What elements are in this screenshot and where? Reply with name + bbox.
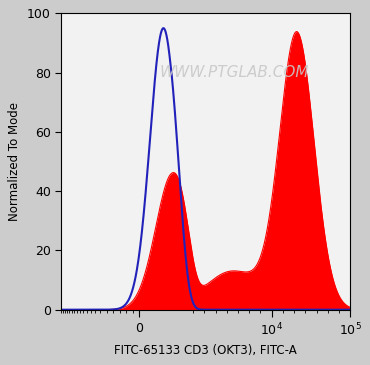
X-axis label: FITC-65133 CD3 (OKT3), FITC-A: FITC-65133 CD3 (OKT3), FITC-A xyxy=(114,344,297,357)
Y-axis label: Normalized To Mode: Normalized To Mode xyxy=(9,102,21,221)
Text: WWW.PTGLAB.COM: WWW.PTGLAB.COM xyxy=(160,65,309,80)
